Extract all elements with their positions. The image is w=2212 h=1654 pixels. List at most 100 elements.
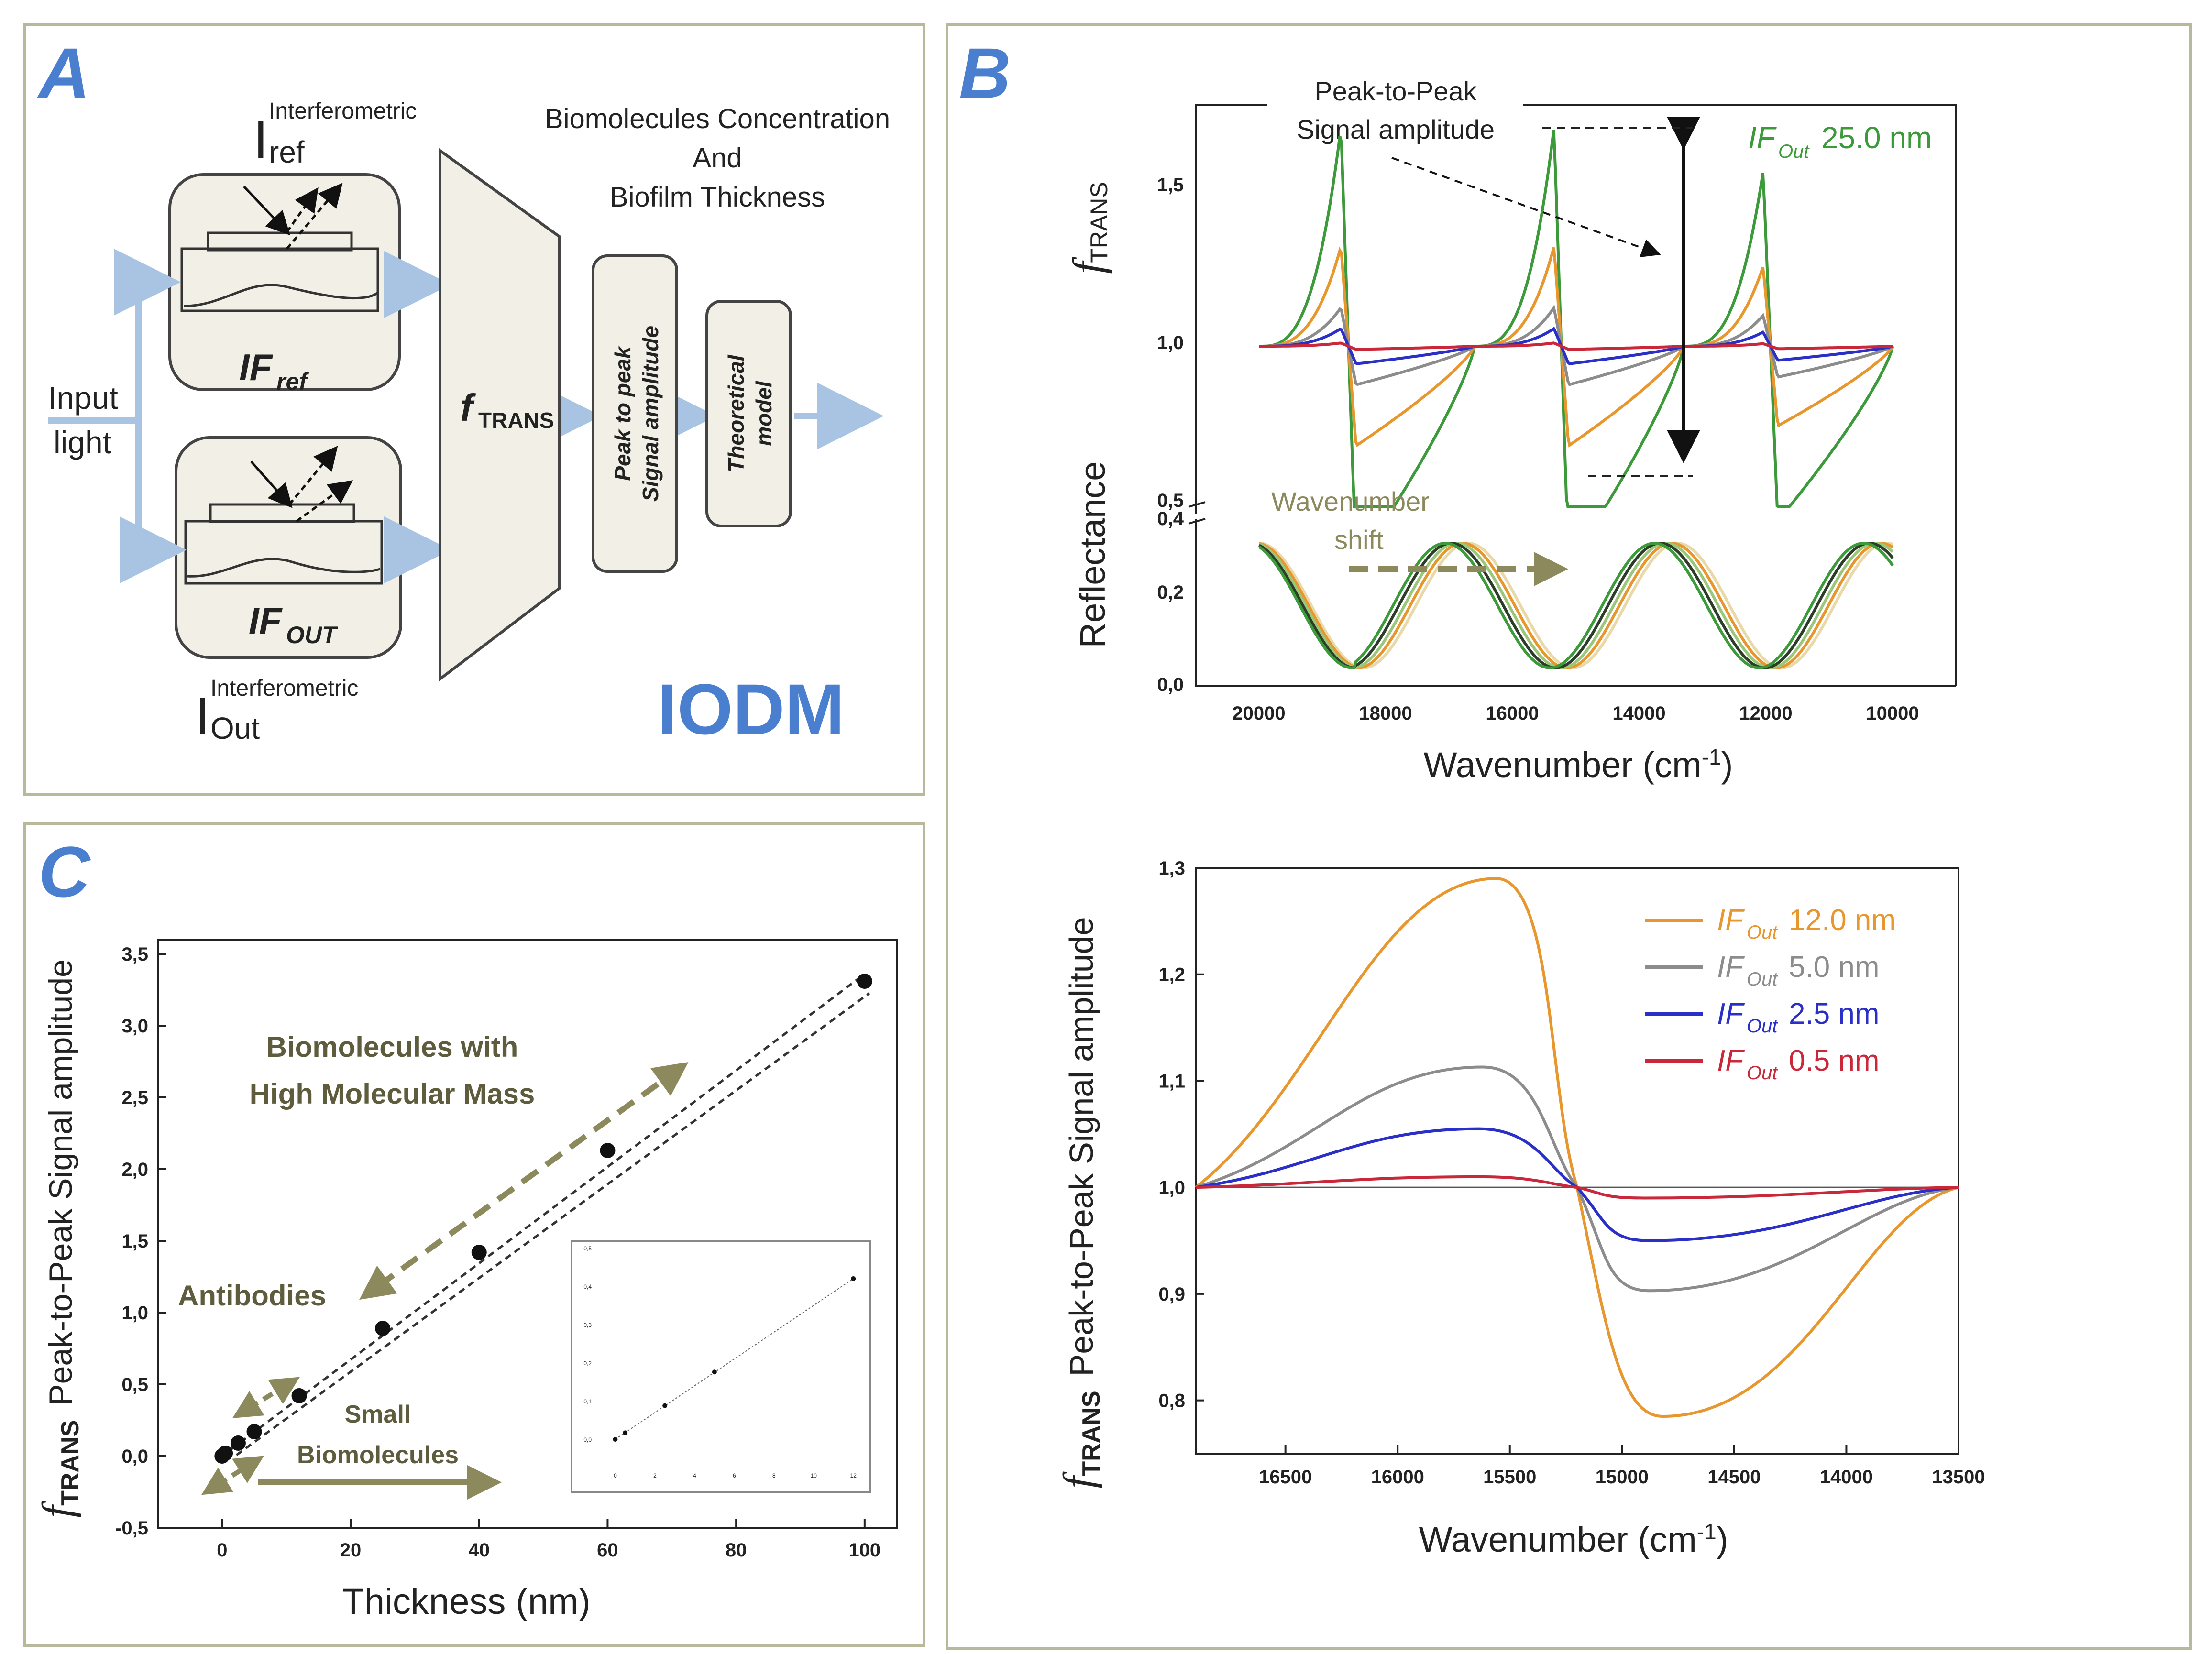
sensor-out-icon xyxy=(184,446,383,585)
input-arrows xyxy=(48,249,884,583)
c-ann-high-line1: Biomolecules with xyxy=(266,1031,518,1063)
c-arrow-small xyxy=(201,1456,264,1495)
d-legend-if: IF xyxy=(1717,997,1745,1030)
b-xlabel-main: Wavenumber (cm xyxy=(1424,745,1702,785)
b-shift-line1: Wavenumber xyxy=(1271,486,1430,516)
d-ylabel: fTRANSPeak-to-Peak Signal amplitude xyxy=(1055,917,1105,1488)
i-ref-sub: ref xyxy=(269,135,305,169)
d-legend-value: 12.0 nm xyxy=(1789,904,1896,937)
bio-line2: And xyxy=(693,142,742,174)
i-out-sub: Out xyxy=(210,711,260,745)
d-ytick-label: 1,1 xyxy=(1158,1071,1185,1092)
b-ftrans-series xyxy=(1259,341,1893,351)
peak-to-peak-box xyxy=(592,254,678,573)
d-legend-sub: Out xyxy=(1747,969,1778,990)
c-ann-small-line2: Biomolecules xyxy=(297,1441,459,1469)
b-legend-value: 25.0 nm xyxy=(1821,120,1932,155)
b-xlabel-sup: -1 xyxy=(1702,745,1721,769)
d-ytick-label: 1,3 xyxy=(1158,858,1185,879)
c-frame xyxy=(157,939,898,1529)
c-inset-xtick: 10 xyxy=(811,1472,817,1479)
c-inset-xtick: 2 xyxy=(653,1472,657,1479)
ftrans-sub: TRANS xyxy=(478,408,554,433)
c-ytick-label: 1,0 xyxy=(121,1303,148,1324)
d-xtick-label: 14000 xyxy=(1820,1467,1873,1488)
i-ref-main: I xyxy=(253,110,268,169)
d-xtick-label: 15000 xyxy=(1596,1467,1649,1488)
b-xtick-10000: 10000 xyxy=(1866,703,1919,724)
c-data-point xyxy=(600,1143,616,1158)
d-xtick-label: 15500 xyxy=(1483,1467,1536,1488)
d-legend-sub: Out xyxy=(1747,1016,1778,1037)
d-legend-value: 5.0 nm xyxy=(1789,951,1880,984)
c-arrow-antibodies xyxy=(232,1377,300,1418)
sensor-ref-icon xyxy=(180,183,379,312)
c-inset-ytick: 0,2 xyxy=(583,1360,592,1367)
c-inset-ytick: 0,3 xyxy=(583,1322,592,1328)
b-x-ticks: 20000 18000 16000 14000 12000 10000 xyxy=(1232,703,1919,724)
b-reflectance-curves xyxy=(1258,541,1894,669)
c-ann-small-line1: Small xyxy=(345,1401,411,1428)
b-ftrans-series xyxy=(1259,327,1893,365)
d-xlabel-main: Wavenumber (cm xyxy=(1419,1520,1697,1559)
c-ann-antibodies: Antibodies xyxy=(178,1280,326,1312)
c-inset-ytick: 0,5 xyxy=(583,1245,592,1252)
d-xtick-label: 14500 xyxy=(1707,1467,1761,1488)
d-legend-value: 0.5 nm xyxy=(1789,1044,1880,1077)
b-ftrans-curves xyxy=(1259,130,1894,508)
if-out-sub: OUT xyxy=(286,622,339,648)
b-ylabel-bottom: Reflectance xyxy=(1073,461,1112,648)
d-xlabel-sup: -1 xyxy=(1697,1519,1717,1544)
b-legend: IF Out 25.0 nm xyxy=(1748,120,1932,162)
d-ytick-label: 0,8 xyxy=(1158,1391,1185,1412)
d-xlabel: Wavenumber (cm-1) xyxy=(1419,1519,1728,1559)
d-ytick-label: 1,2 xyxy=(1158,964,1185,986)
d-x-ticks: 16500 16000 15500 15000 14500 14000 13500 xyxy=(1259,1445,1985,1488)
c-ylabel: fTRANSPeak-to-Peak Signal amplitude xyxy=(34,959,84,1518)
panel-b-frame xyxy=(946,23,2192,1650)
d-legend-if: IF xyxy=(1717,904,1745,937)
panel-a-frame xyxy=(23,23,925,796)
c-inset-xtick: 4 xyxy=(693,1472,696,1479)
c-inset-xtick: 0 xyxy=(614,1472,617,1479)
d-xtick-label: 16000 xyxy=(1371,1467,1424,1488)
b-peak-pointer xyxy=(1391,157,1661,257)
if-ref-box xyxy=(168,173,401,391)
b-xlabel: Wavenumber (cm-1) xyxy=(1424,745,1733,785)
c-inset-point xyxy=(851,1276,856,1281)
c-xlabel: Thickness (nm) xyxy=(342,1581,590,1622)
b-ftrans-series xyxy=(1259,130,1894,508)
b-ftrans-series xyxy=(1259,247,1894,448)
input-light-line1: Input xyxy=(48,380,118,416)
c-inset-xtick: 12 xyxy=(850,1472,857,1479)
if-out-main: IF xyxy=(249,600,283,642)
c-data-point xyxy=(246,1424,262,1439)
b-ytick-0-2: 0,2 xyxy=(1157,582,1184,603)
if-ref-sub: ref xyxy=(276,368,309,395)
input-light-line2: light xyxy=(54,425,111,460)
d-legend-if: IF xyxy=(1717,1044,1745,1077)
c-inset-xtick: 6 xyxy=(733,1472,736,1479)
b-shift-line2: shift xyxy=(1334,525,1384,555)
b-ylabel-top-sub: TRANS xyxy=(1086,182,1112,263)
c-data-point xyxy=(218,1446,233,1461)
ftrans-block xyxy=(439,148,561,682)
b-legend-if: IF xyxy=(1748,120,1777,155)
c-xtick-label: 60 xyxy=(597,1540,618,1561)
c-inset-point xyxy=(662,1403,668,1408)
b-ytick-1-5: 1,5 xyxy=(1157,175,1184,196)
i-out-main: I xyxy=(195,687,210,745)
c-ytick-label: 2,0 xyxy=(121,1159,148,1180)
d-ytick-label: 0,9 xyxy=(1158,1284,1185,1305)
b-ytick-0-5: 0,5 xyxy=(1157,490,1184,511)
c-inset-ytick: 0,0 xyxy=(583,1436,592,1443)
d-frame xyxy=(1195,867,1959,1455)
c-y-ticks: -0,5 0,0 0,5 1,0 1,5 2,0 2,5 3,0 3,5 xyxy=(115,944,166,1539)
panel-c-label: C xyxy=(38,832,91,912)
peak-box-line1: Peak to peak xyxy=(610,345,635,481)
peak-box-line2: Signal amplitude xyxy=(638,326,663,502)
b-reflectance-series xyxy=(1258,541,1894,669)
b-xtick-16000: 16000 xyxy=(1486,703,1539,724)
